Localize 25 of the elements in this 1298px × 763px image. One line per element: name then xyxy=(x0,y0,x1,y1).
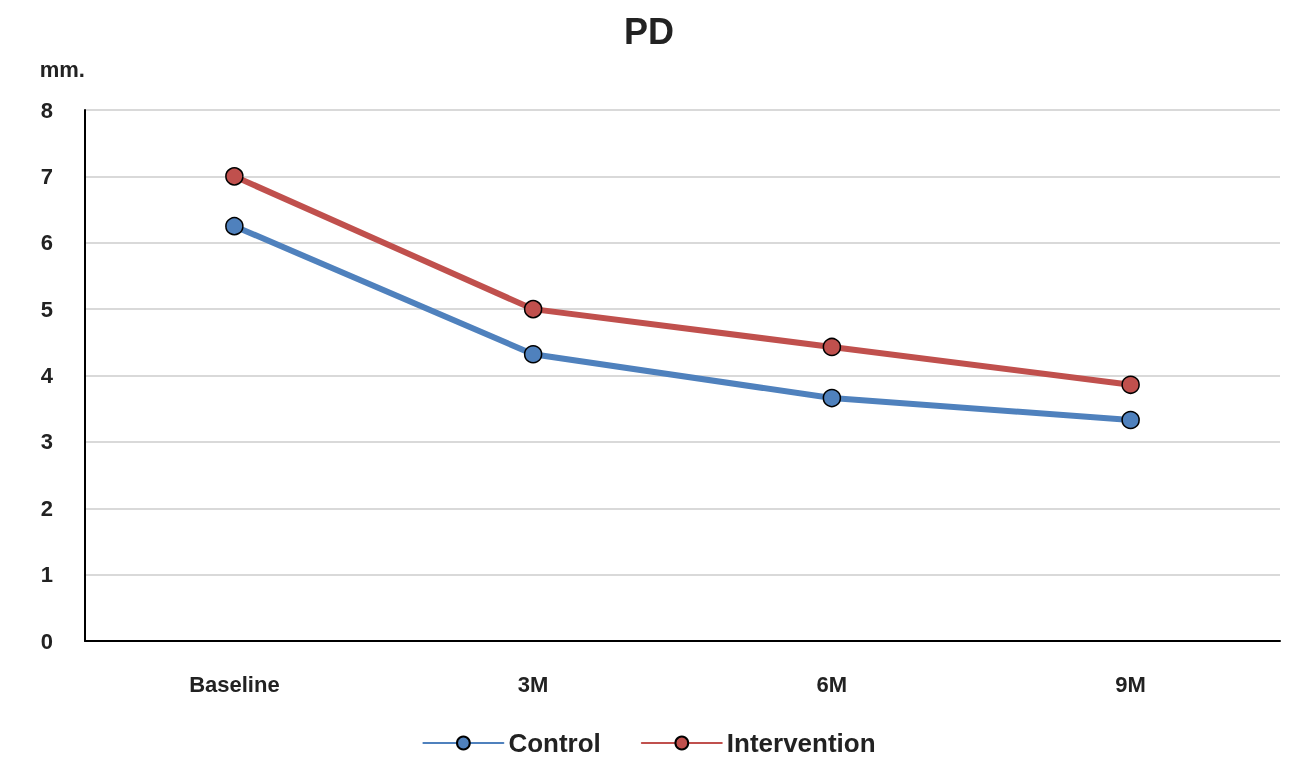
y-tick-label: 7 xyxy=(40,163,53,189)
y-tick-label: 4 xyxy=(40,363,54,388)
point xyxy=(225,167,244,186)
point xyxy=(822,388,842,408)
y-tick-label: 0 xyxy=(40,628,53,654)
chart-title: PD xyxy=(623,10,675,52)
point xyxy=(523,299,543,319)
x-tick-label: 3M xyxy=(517,671,549,697)
point xyxy=(523,345,543,364)
legend-label: Control xyxy=(508,728,601,758)
y-tick-label: 8 xyxy=(40,97,53,123)
y-tick-label: 2 xyxy=(40,495,53,521)
point xyxy=(225,216,244,236)
y-axis-title: mm. xyxy=(39,56,85,82)
y-tick-label: 1 xyxy=(40,562,53,588)
y-tick-label: 3 xyxy=(40,429,53,455)
point xyxy=(1121,375,1140,395)
point xyxy=(1121,410,1140,430)
x-tick-label: Baseline xyxy=(189,671,280,697)
x-tick-label: 9M xyxy=(1115,671,1146,697)
point xyxy=(822,337,842,357)
y-tick-label: 6 xyxy=(40,230,53,256)
legend-label: Intervention xyxy=(726,728,876,758)
x-tick-label: 6M xyxy=(816,671,848,697)
y-tick-label: 5 xyxy=(40,296,53,322)
